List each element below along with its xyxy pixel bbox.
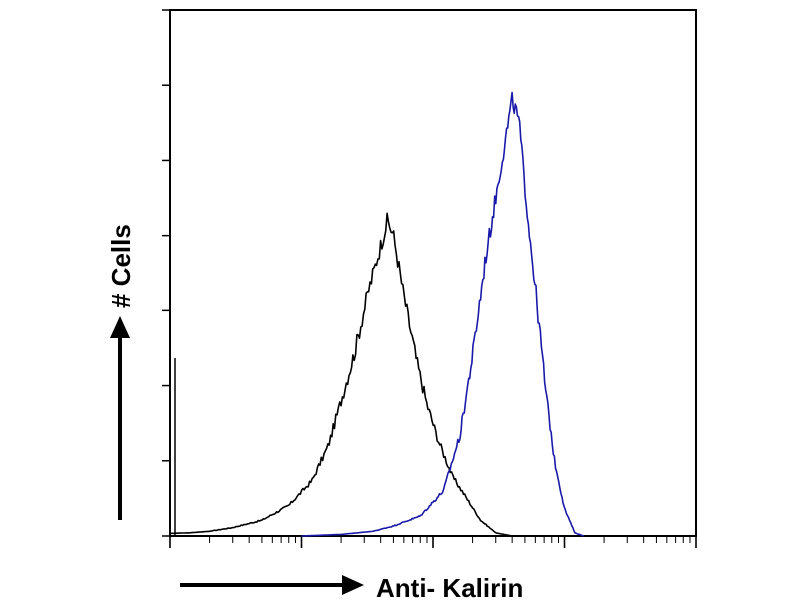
x-axis-label: Anti- Kalirin (376, 573, 523, 600)
x-axis-arrow-head (342, 575, 364, 595)
kalirin-histogram-line (301, 91, 584, 537)
control-histogram-line (169, 212, 513, 537)
y-axis-ticks (162, 9, 170, 537)
y-axis-arrow-head (110, 316, 130, 338)
y-axis-label: # Cells (106, 224, 136, 308)
x-axis-ticks (169, 536, 697, 548)
series-layer (169, 91, 584, 537)
plot-frame (169, 9, 697, 537)
